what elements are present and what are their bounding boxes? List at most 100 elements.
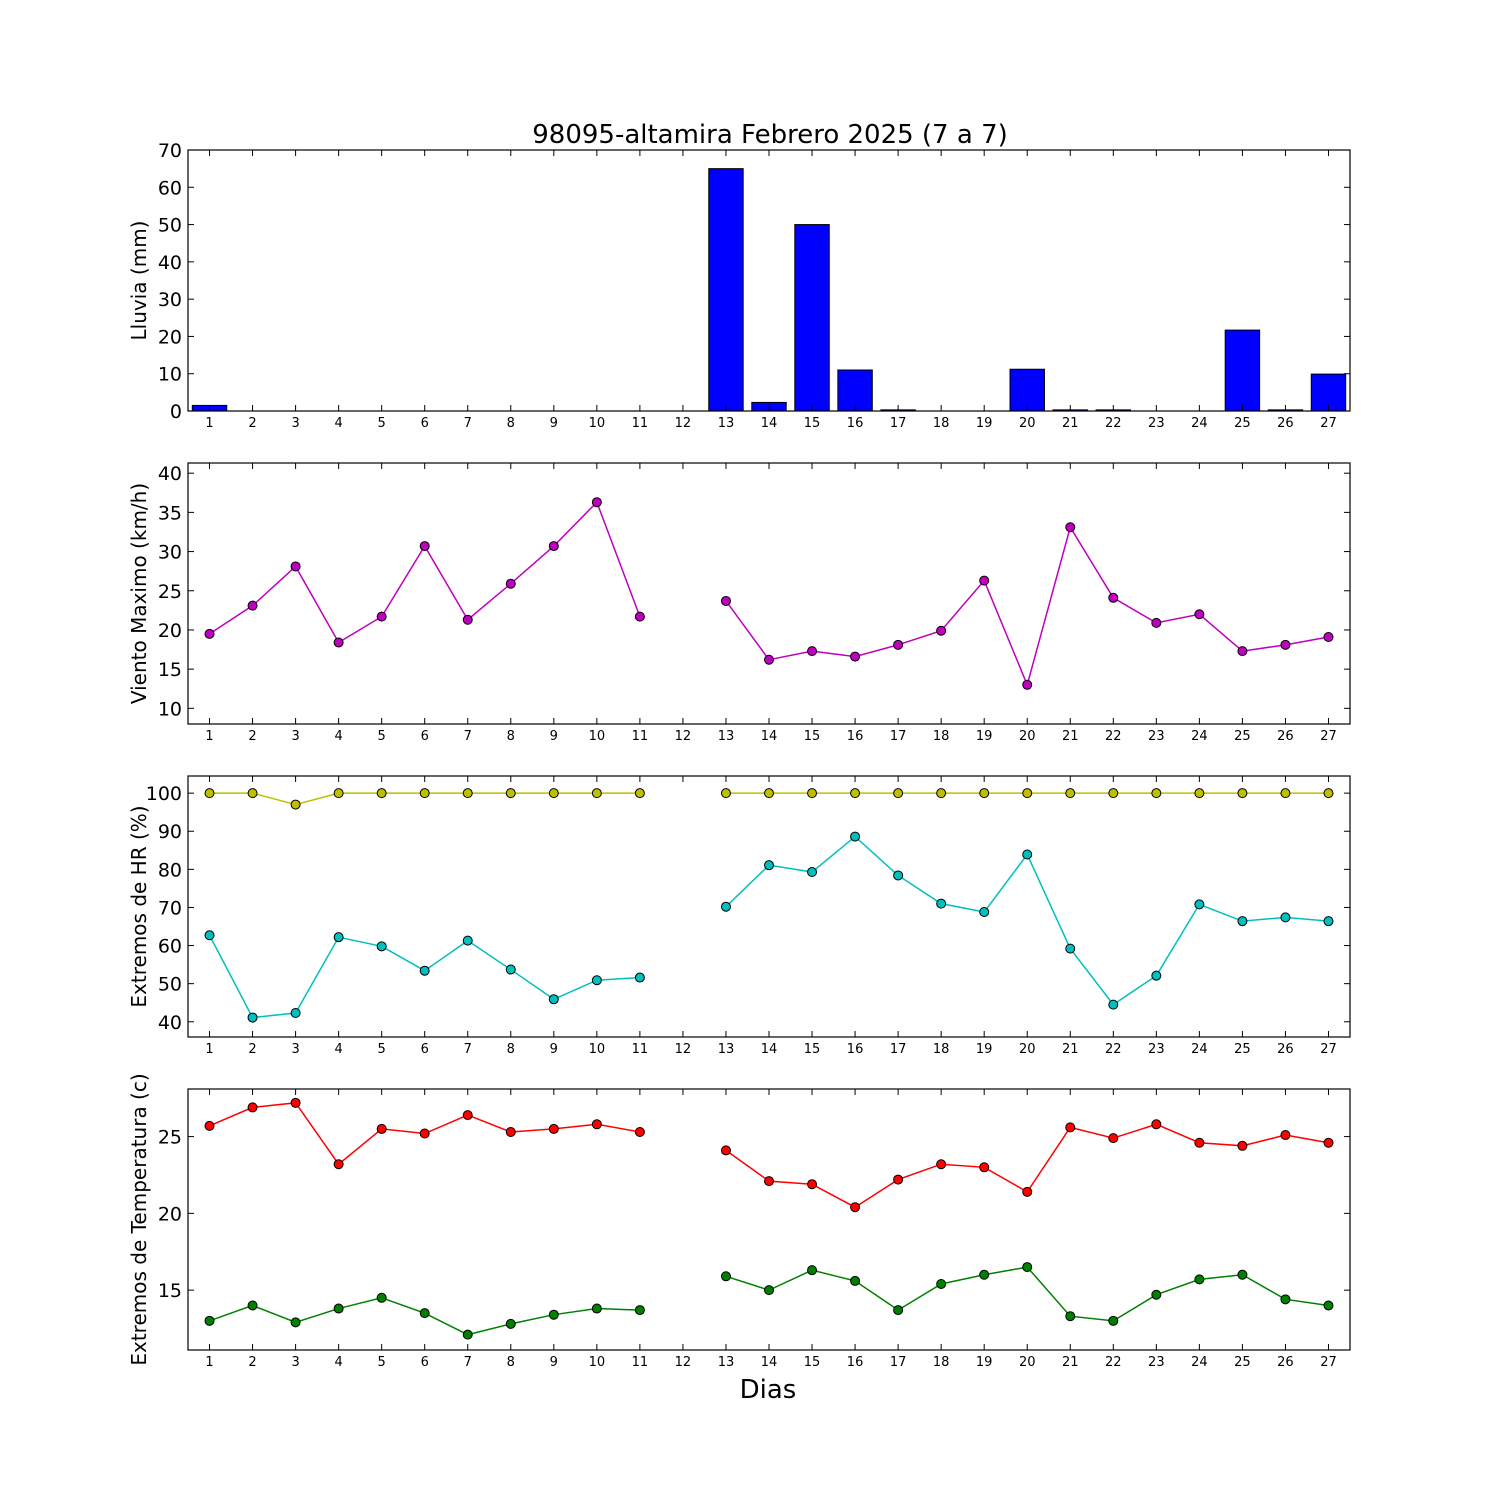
data-point — [979, 575, 990, 586]
data-point — [333, 932, 344, 943]
x-tick-label: 12 — [675, 416, 692, 431]
x-tick-label: 2 — [248, 1042, 256, 1057]
x-tick-label: 21 — [1062, 1042, 1079, 1057]
data-point — [1022, 1262, 1033, 1273]
data-point — [462, 1110, 473, 1121]
data-point — [979, 1162, 990, 1173]
x-tick-label: 10 — [589, 729, 606, 744]
x-tick-label: 5 — [378, 1355, 386, 1370]
y-tick-label: 90 — [158, 821, 182, 843]
data-point — [204, 628, 215, 639]
data-point — [1151, 617, 1162, 628]
bar — [708, 168, 744, 412]
data-point — [419, 541, 430, 552]
data-point — [850, 1202, 861, 1213]
x-tick-label: 26 — [1277, 1042, 1294, 1057]
data-point — [936, 1159, 947, 1170]
data-point — [720, 1271, 731, 1282]
x-tick-label: 17 — [890, 729, 907, 744]
x-tick-label: 17 — [890, 1355, 907, 1370]
x-tick-label: 1 — [205, 729, 213, 744]
data-point — [591, 497, 602, 508]
x-tick-label: 12 — [675, 1355, 692, 1370]
data-point — [1022, 788, 1033, 799]
data-point — [720, 901, 731, 912]
x-tick-label: 14 — [761, 1355, 778, 1370]
x-tick-label: 16 — [847, 1042, 864, 1057]
x-tick-label: 15 — [804, 729, 821, 744]
x-tick-label: 25 — [1234, 729, 1251, 744]
data-point — [850, 1275, 861, 1286]
x-tick-label: 21 — [1062, 416, 1079, 431]
x-tick-label: 18 — [933, 416, 950, 431]
x-tick-label: 24 — [1191, 729, 1208, 744]
x-tick-label: 22 — [1105, 1042, 1122, 1057]
x-tick-label: 21 — [1062, 729, 1079, 744]
data-point — [204, 788, 215, 799]
x-tick-label: 17 — [890, 416, 907, 431]
x-tick-label: 15 — [804, 1355, 821, 1370]
data-point — [764, 788, 774, 799]
data-point — [634, 1126, 645, 1137]
data-point — [893, 1174, 904, 1185]
x-tick-label: 22 — [1105, 729, 1122, 744]
x-tick-label: 25 — [1234, 416, 1251, 431]
data-point — [376, 788, 387, 799]
data-point — [247, 600, 258, 611]
data-point — [247, 1102, 258, 1113]
x-tick-label: 23 — [1148, 416, 1165, 431]
x-tick-label: 4 — [334, 1042, 342, 1057]
x-tick-label: 6 — [421, 729, 429, 744]
x-tick-label: 16 — [847, 1355, 864, 1370]
data-point — [1022, 849, 1033, 860]
y-tick-label: 40 — [158, 1012, 182, 1034]
data-point — [505, 578, 516, 589]
x-tick-label: 24 — [1191, 1355, 1208, 1370]
data-point — [720, 1145, 731, 1156]
x-tick-label: 6 — [421, 1042, 429, 1057]
x-tick-label: 19 — [976, 1355, 993, 1370]
x-tick-label: 5 — [378, 729, 386, 744]
x-tick-label: 13 — [718, 416, 735, 431]
x-tick-label: 4 — [334, 1355, 342, 1370]
data-point — [204, 930, 215, 941]
data-point — [1065, 522, 1076, 533]
data-point — [419, 788, 430, 799]
data-point — [462, 614, 473, 625]
x-tick-label: 11 — [632, 1355, 649, 1370]
data-point — [333, 788, 344, 799]
x-tick-label: 18 — [933, 1042, 950, 1057]
data-point — [893, 788, 904, 799]
bar — [1009, 368, 1045, 412]
y-tick-label: 60 — [158, 177, 182, 199]
data-point — [764, 1285, 774, 1296]
data-point — [419, 965, 430, 976]
x-tick-label: 2 — [248, 416, 256, 431]
data-point — [591, 1303, 602, 1314]
x-tick-label: 9 — [550, 1355, 558, 1370]
data-point — [1194, 788, 1205, 799]
x-tick-label: 12 — [675, 729, 692, 744]
x-tick-label: 7 — [464, 416, 472, 431]
y-tick-label: 25 — [158, 1127, 182, 1149]
data-point — [1237, 788, 1248, 799]
bar — [837, 369, 873, 412]
y-tick-label: 0 — [170, 401, 182, 423]
data-point — [936, 788, 947, 799]
x-tick-label: 8 — [507, 1355, 515, 1370]
data-point — [376, 1123, 387, 1134]
data-point — [548, 1309, 559, 1320]
data-point — [1280, 1130, 1291, 1141]
data-point — [936, 1278, 947, 1289]
x-tick-label: 27 — [1320, 1042, 1337, 1057]
y-tick-label: 10 — [158, 698, 182, 720]
y-tick-label: 50 — [158, 974, 182, 996]
x-tick-label: 26 — [1277, 729, 1294, 744]
x-tick-label: 13 — [718, 1355, 735, 1370]
bar — [1224, 329, 1261, 412]
x-tick-label: 5 — [378, 416, 386, 431]
x-tick-label: 4 — [334, 729, 342, 744]
data-point — [333, 1303, 344, 1314]
